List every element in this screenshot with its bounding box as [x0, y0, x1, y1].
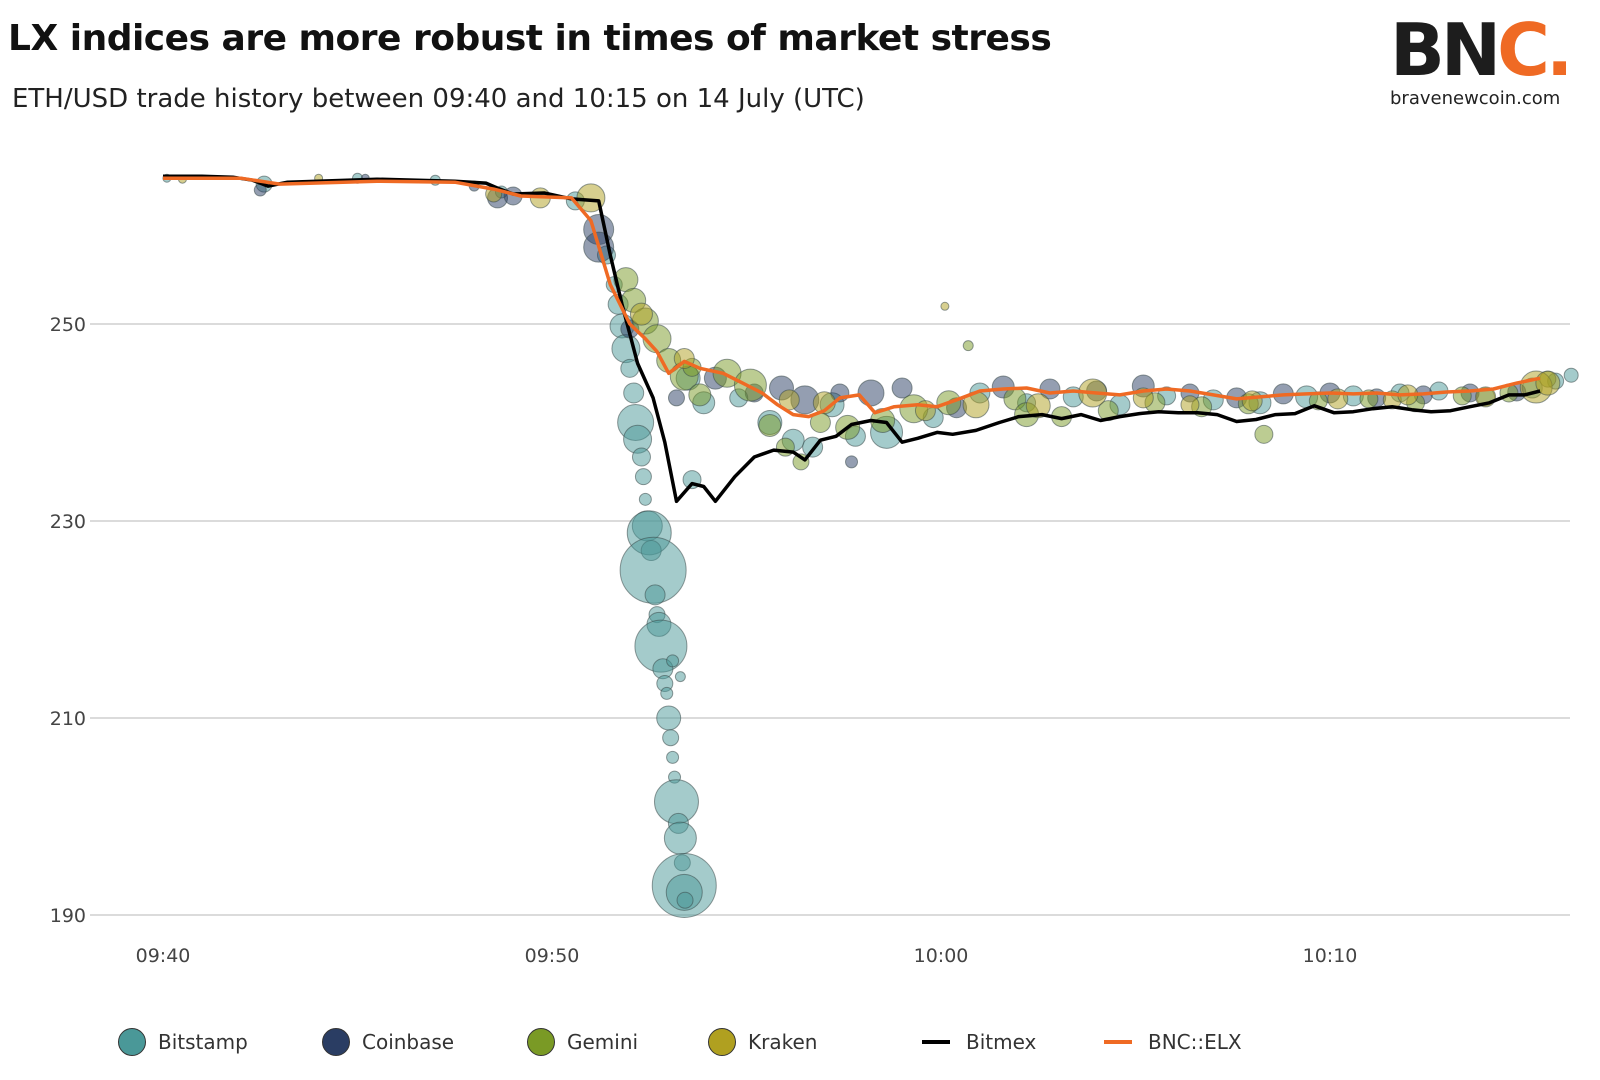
legend-swatch-line [922, 1040, 950, 1044]
grid-lines [90, 323, 1570, 916]
legend-label: Gemini [567, 1030, 639, 1054]
trade-bubbles [162, 172, 1579, 918]
legend-label: Coinbase [362, 1030, 455, 1054]
bitstamp-trade-point [676, 891, 694, 909]
bitstamp-trade-point [634, 468, 652, 486]
logo-mark-accent: C. [1497, 8, 1573, 92]
price-chart: 190 210 230 250 09:40 09:50 10:00 10:10 [50, 172, 1579, 967]
bitstamp-trade-point [662, 729, 680, 747]
logo-url: bravenewcoin.com [1390, 88, 1561, 109]
chart-legend: Bitstamp Coinbase Gemini Kraken Bitmex BNC::E… [0, 1025, 1600, 1065]
x-tick-label: 09:50 [525, 945, 580, 967]
legend-item-bnc-elx: BNC::ELX [1104, 1025, 1242, 1059]
gemini-trade-point [688, 383, 712, 407]
coinbase-trade-point [891, 377, 913, 399]
kraken-trade-point [1535, 370, 1561, 396]
x-tick-label: 10:00 [914, 945, 969, 967]
kraken-trade-point [1241, 390, 1263, 412]
legend-label: Bitmex [966, 1030, 1037, 1054]
gemini-trade-point [733, 368, 767, 402]
kraken-trade-point [778, 389, 800, 411]
legend-item-kraken: Kraken [708, 1025, 817, 1059]
bitstamp-trade-point [666, 750, 680, 764]
logo-mark-main: BN [1390, 8, 1501, 92]
gemini-trade-point [1254, 424, 1274, 444]
coinbase-trade-point [667, 389, 685, 407]
bitstamp-trade-point [644, 584, 666, 606]
legend-label: Bitstamp [158, 1030, 248, 1054]
coinbase-trade-point [845, 455, 859, 469]
x-tick-label: 09:40 [136, 945, 191, 967]
chart-subtitle: ETH/USD trade history between 09:40 and … [12, 84, 865, 114]
legend-label: Kraken [748, 1030, 818, 1054]
bitstamp-trade-point [674, 671, 686, 683]
legend-swatch-line [1104, 1040, 1132, 1044]
bitstamp-trade-point [631, 447, 651, 467]
legend-label: BNC::ELX [1148, 1030, 1242, 1054]
y-tick-label: 210 [50, 708, 86, 730]
y-tick-label: 230 [50, 511, 86, 533]
y-axis-ticks: 190 210 230 250 [50, 314, 86, 927]
y-tick-label: 250 [50, 314, 86, 336]
gemini-trade-point [962, 340, 974, 352]
bitstamp-trade-point [638, 492, 652, 506]
bitstamp-trade-point [666, 654, 680, 668]
coinbase-trade-point [857, 379, 885, 407]
legend-item-bitmex: Bitmex [922, 1025, 1036, 1059]
bitstamp-trade-point [656, 705, 682, 731]
y-tick-label: 190 [50, 905, 86, 927]
legend-item-gemini: Gemini [527, 1025, 638, 1059]
chart-title: LX indices are more robust in times of m… [8, 18, 1052, 59]
legend-swatch-dot [322, 1028, 350, 1056]
kraken-trade-point [940, 301, 950, 311]
kraken-trade-point [629, 302, 653, 326]
x-axis-ticks: 09:40 09:50 10:00 10:10 [136, 945, 1358, 967]
legend-swatch-dot [118, 1028, 146, 1056]
bitstamp-trade-point [663, 821, 697, 855]
legend-swatch-dot [527, 1028, 555, 1056]
bitstamp-trade-point [1563, 367, 1579, 383]
bnc-elx-line [163, 176, 1541, 419]
bitstamp-trade-point [660, 686, 674, 700]
bitstamp-trade-point [623, 382, 645, 404]
legend-item-coinbase: Coinbase [322, 1025, 454, 1059]
kraken-trade-point [1025, 393, 1051, 419]
legend-swatch-dot [708, 1028, 736, 1056]
bnc-logo: BNC. bravenewcoin.com [1390, 10, 1580, 110]
bitmex-line [163, 174, 1541, 504]
x-tick-label: 10:10 [1303, 945, 1358, 967]
legend-item-bitstamp: Bitstamp [118, 1025, 248, 1059]
index-lines [163, 174, 1541, 504]
gemini-trade-point [758, 413, 782, 437]
logo-mark: BNC. [1390, 8, 1573, 92]
